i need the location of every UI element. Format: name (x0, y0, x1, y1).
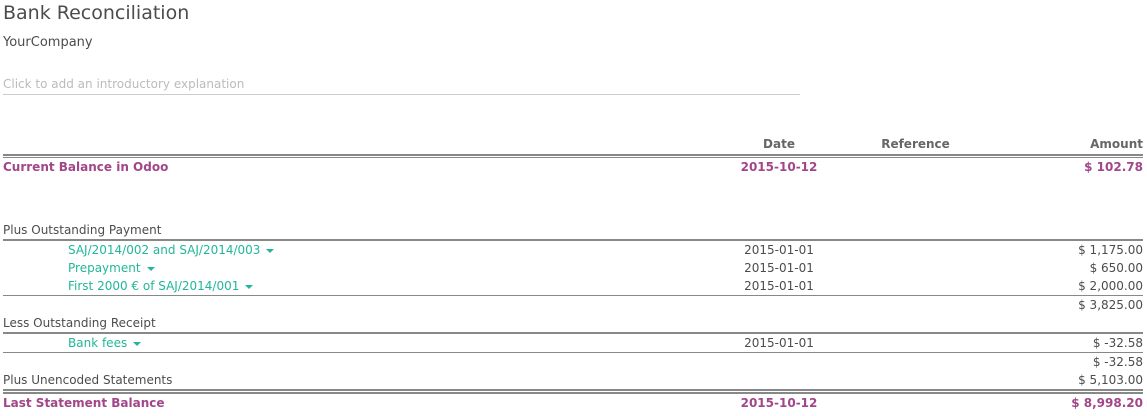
row-amount: $ 102.78 (1084, 160, 1143, 174)
line-link[interactable]: First 2000 € of SAJ/2014/001 (68, 277, 254, 295)
outstanding-receipt-header: Less Outstanding Receipt (3, 314, 1143, 332)
row-date: 2015-10-12 (740, 160, 818, 174)
subtotal-amount: $ 3,825.00 (1078, 298, 1143, 312)
row-amount: $ 8,998.20 (1071, 396, 1143, 410)
row-date: 2015-01-01 (744, 336, 814, 350)
caret-down-icon[interactable] (245, 284, 254, 289)
row-date: 2015-01-01 (744, 279, 814, 293)
section-label: Less Outstanding Receipt (3, 316, 156, 330)
subtotal-row: $ -32.58 (3, 353, 1143, 371)
line-label: SAJ/2014/002 and SAJ/2014/003 (68, 243, 261, 257)
row-date: 2015-01-01 (744, 261, 814, 275)
section-label: Plus Unencoded Statements (3, 373, 173, 387)
divider (3, 332, 1143, 334)
divider (3, 389, 1143, 391)
company-name: YourCompany (3, 35, 93, 50)
row-amount: $ -32.58 (1092, 336, 1143, 350)
row-amount: $ 650.00 (1089, 261, 1143, 275)
divider (3, 154, 1143, 156)
section-label: Plus Outstanding Payment (3, 223, 162, 237)
row-label: Current Balance in Odoo (3, 160, 169, 174)
outstanding-payment-header: Plus Outstanding Payment (3, 221, 1143, 239)
divider (3, 392, 1143, 394)
line-label: Prepayment (68, 261, 141, 275)
row-amount: $ 1,175.00 (1078, 243, 1143, 257)
table-row: First 2000 € of SAJ/2014/001 2015-01-01 … (3, 277, 1143, 295)
caret-down-icon[interactable] (266, 248, 275, 253)
row-date: 2015-01-01 (744, 243, 814, 257)
current-balance-row: Current Balance in Odoo 2015-10-12 $ 102… (3, 158, 1143, 176)
caret-down-icon[interactable] (133, 341, 142, 346)
header-reference: Reference (881, 137, 950, 151)
subtotal-amount: $ -32.58 (1092, 355, 1143, 369)
caret-down-icon[interactable] (146, 266, 155, 271)
line-label: Bank fees (68, 336, 128, 350)
line-link[interactable]: Bank fees (68, 334, 142, 352)
divider (3, 295, 1143, 296)
line-link[interactable]: SAJ/2014/002 and SAJ/2014/003 (68, 241, 275, 259)
header-amount: Amount (1090, 137, 1143, 151)
intro-explanation-field[interactable]: Click to add an introductory explanation (3, 77, 800, 95)
divider (3, 157, 1143, 158)
subtotal-row: $ 3,825.00 (3, 296, 1143, 314)
table-row: SAJ/2014/002 and SAJ/2014/003 2015-01-01… (3, 241, 1143, 259)
divider (3, 352, 1143, 353)
page-title: Bank Reconciliation (3, 2, 190, 24)
table-row: Prepayment 2015-01-01 $ 650.00 (3, 259, 1143, 277)
divider (3, 239, 1143, 241)
last-statement-balance-row: Last Statement Balance 2015-10-12 $ 8,99… (3, 394, 1143, 412)
row-amount: $ 5,103.00 (1078, 373, 1143, 387)
unencoded-row: Plus Unencoded Statements $ 5,103.00 (3, 371, 1143, 389)
line-label: First 2000 € of SAJ/2014/001 (68, 279, 240, 293)
row-date: 2015-10-12 (740, 396, 818, 410)
line-link[interactable]: Prepayment (68, 259, 155, 277)
row-amount: $ 2,000.00 (1078, 279, 1143, 293)
row-label: Last Statement Balance (3, 396, 165, 410)
table-row: Bank fees 2015-01-01 $ -32.58 (3, 334, 1143, 352)
header-date: Date (763, 137, 795, 151)
column-headers: Date Reference Amount (3, 135, 1143, 153)
